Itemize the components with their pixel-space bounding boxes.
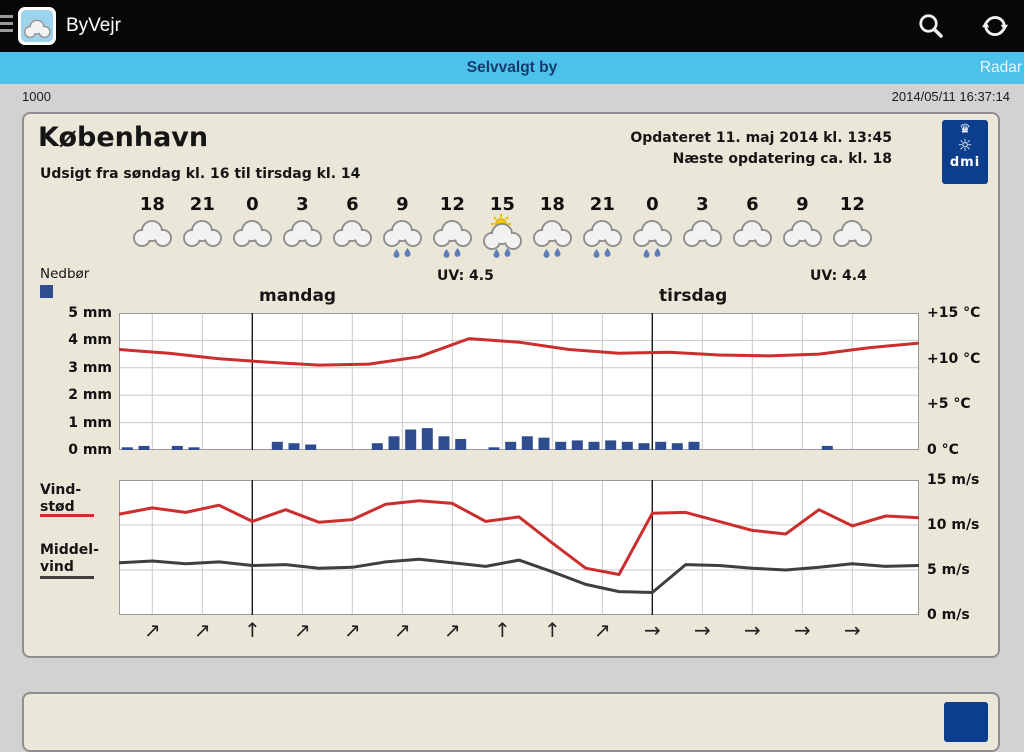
- wind-direction-arrow: →: [843, 618, 861, 642]
- hour-label: 0: [246, 194, 259, 215]
- wind-direction-arrow: ↗: [593, 618, 611, 642]
- timestamp: 2014/05/11 16:37:14: [891, 89, 1010, 104]
- hour-label: 18: [139, 194, 165, 215]
- uv-index-day1: UV: 4.5: [437, 268, 494, 284]
- wind-direction-arrow: ↗: [293, 618, 311, 642]
- dmi-logo: ♛ ☼ dmi: [942, 120, 988, 184]
- cloud-icon: [183, 220, 223, 247]
- hamburger-icon[interactable]: [0, 15, 13, 37]
- postal-code: 1000: [22, 89, 51, 104]
- app-icon-cloud: [21, 10, 53, 42]
- tab-selvvalgt-by[interactable]: Selvvalgt by: [466, 59, 558, 76]
- wind-direction-arrow: ↗: [193, 618, 211, 642]
- temp-axis-label: +5 °C: [927, 396, 971, 413]
- forecast-card: København Opdateret 11. maj 2014 kl. 13:…: [22, 112, 1000, 658]
- hour-label: 6: [346, 194, 359, 215]
- wind-direction-arrow: →: [743, 618, 761, 642]
- dmi-logo-text: dmi: [949, 155, 981, 170]
- wind-axis-label: 5 m/s: [927, 562, 970, 578]
- cloud-icon: [683, 220, 723, 247]
- gust-legend-swatch: [40, 514, 94, 517]
- gust-legend-label: Vind- stød: [40, 482, 82, 515]
- search-icon[interactable]: [916, 11, 946, 41]
- rain-icon: [533, 220, 573, 258]
- uv-index-day2: UV: 4.4: [810, 268, 867, 284]
- hour-label: 21: [189, 194, 215, 215]
- mean-wind-legend-label: Middel- vind: [40, 542, 99, 575]
- next-forecast-card-partial: [22, 692, 1000, 752]
- rain-icon: [583, 220, 623, 258]
- crown-icon: ♛: [959, 122, 971, 137]
- wind-axis-label: 0 m/s: [927, 607, 970, 623]
- wind-axis-label: 10 m/s: [927, 517, 980, 533]
- wind-axis-label: 15 m/s: [927, 472, 980, 488]
- hour-label: 3: [296, 194, 309, 215]
- wind-direction-arrow: ↗: [143, 618, 161, 642]
- hour-label: 15: [489, 194, 515, 215]
- sun-rain-icon: [483, 214, 523, 258]
- cloud-icon: [833, 220, 873, 247]
- day-label-mandag: mandag: [259, 286, 337, 306]
- wind-direction-arrow: ↗: [443, 618, 461, 642]
- hour-label: 21: [589, 194, 615, 215]
- cloud-icon: [283, 220, 323, 247]
- rain-icon: [433, 220, 473, 258]
- hour-label: 3: [696, 194, 709, 215]
- temp-axis-label: 0 °C: [927, 442, 959, 458]
- cloud-icon: [233, 220, 273, 247]
- wind-direction-arrow: ↑: [243, 618, 261, 642]
- precip-axis-label: 0 mm: [68, 442, 112, 458]
- wind-direction-arrow: →: [643, 618, 661, 642]
- wind-direction-arrow: ↗: [343, 618, 361, 642]
- cloud-icon: [133, 220, 173, 247]
- hour-label: 0: [646, 194, 659, 215]
- wind-direction-arrow: ↑: [493, 618, 511, 642]
- action-bar: ByVejr: [0, 0, 1024, 52]
- app-icon: [18, 7, 56, 45]
- rain-icon: [383, 220, 423, 258]
- refresh-icon[interactable]: [980, 11, 1010, 41]
- dmi-logo-partial: [944, 702, 988, 742]
- temp-axis-label: +15 °C: [927, 305, 981, 321]
- hour-label: 12: [839, 194, 865, 215]
- app-title: ByVejr: [66, 15, 121, 36]
- precipitation-temperature-chart: [119, 313, 919, 450]
- wind-chart: [119, 480, 919, 615]
- tab-bar: Selvvalgt by Radar: [0, 52, 1024, 84]
- day-label-tirsdag: tirsdag: [659, 286, 728, 306]
- precip-axis-label: 5 mm: [68, 305, 112, 321]
- wind-direction-arrow: →: [693, 618, 711, 642]
- precip-axis-label: 3 mm: [68, 359, 112, 376]
- wind-direction-arrow: ↗: [393, 618, 411, 642]
- cloud-icon: [733, 220, 773, 247]
- hour-label: 9: [796, 194, 809, 215]
- precip-axis-label: 1 mm: [68, 414, 112, 431]
- next-update-text: Næste opdatering ca. kl. 18: [672, 151, 892, 167]
- tab-radar[interactable]: Radar: [979, 59, 1022, 76]
- hour-label: 9: [396, 194, 409, 215]
- precipitation-legend-label: Nedbør: [40, 266, 90, 282]
- cloud-icon: [333, 220, 373, 247]
- mean-wind-legend-swatch: [40, 576, 94, 579]
- cloud-icon: [783, 220, 823, 247]
- city-title: København: [38, 122, 209, 153]
- rain-icon: [633, 220, 673, 258]
- forecast-range-subtitle: Udsigt fra søndag kl. 16 til tirsdag kl.…: [40, 166, 361, 182]
- hour-label: 18: [539, 194, 565, 215]
- wind-direction-arrow: →: [793, 618, 811, 642]
- hour-label: 12: [439, 194, 465, 215]
- wind-direction-arrow: ↑: [543, 618, 561, 642]
- temp-axis-label: +10 °C: [927, 350, 981, 367]
- precip-axis-label: 2 mm: [68, 387, 112, 404]
- hour-label: 6: [746, 194, 759, 215]
- updated-text: Opdateret 11. maj 2014 kl. 13:45: [630, 130, 892, 146]
- precipitation-legend-swatch: [40, 285, 53, 298]
- sun-icon: ☼: [957, 136, 973, 156]
- precip-axis-label: 4 mm: [68, 332, 112, 349]
